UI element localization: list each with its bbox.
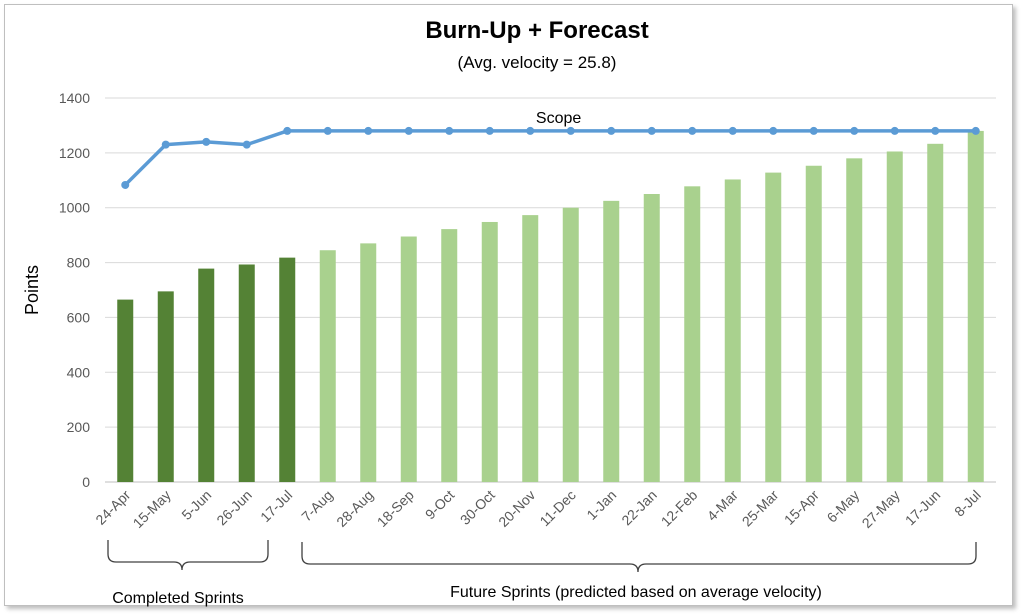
bar [360, 243, 377, 482]
y-tick-label: 800 [67, 255, 91, 271]
x-tick-label: 5-Jun [178, 487, 214, 523]
x-tick-label: 30-Oct [457, 487, 498, 528]
scope-point [607, 126, 616, 135]
x-tick-label: 25-Mar [739, 487, 782, 530]
scope-point [850, 126, 859, 135]
scope-point [688, 126, 697, 135]
scope-point [890, 126, 899, 135]
scope-point [566, 126, 575, 135]
x-tick-label: 15-May [130, 487, 174, 531]
scope-point [931, 126, 940, 135]
scope-line [124, 129, 976, 187]
chart-title: Burn-Up + Forecast [425, 17, 648, 44]
bar [400, 236, 417, 482]
x-tick-label: 1-Jan [583, 487, 619, 523]
y-axis-ticks: 0 200 400 600 800 1000 1200 1400 [59, 90, 90, 490]
scope-point [809, 126, 818, 135]
x-tick-label: 12-Feb [658, 487, 701, 530]
scope-point [971, 126, 980, 135]
x-tick-label: 27-May [859, 487, 903, 531]
scope-series-label: Scope [536, 110, 581, 127]
x-tick-label: 20-Nov [495, 487, 538, 530]
future-sprints-label: Future Sprints (predicted based on avera… [450, 584, 822, 601]
x-tick-label: 7-Aug [298, 487, 336, 525]
bar [643, 194, 660, 482]
chart-subtitle: (Avg. velocity = 25.8) [458, 53, 617, 72]
sprint-brace [107, 540, 269, 571]
bar [319, 250, 336, 482]
completed-sprints-label: Completed Sprints [112, 590, 244, 607]
x-tick-label: 17-Jul [257, 487, 295, 525]
y-tick-label: 1400 [59, 90, 90, 106]
y-tick-label: 400 [67, 364, 91, 380]
bar [279, 257, 296, 482]
scope-point [728, 126, 737, 135]
x-tick-label: 8-Jul [951, 487, 984, 520]
bar [562, 207, 579, 482]
x-tick-label: 6-May [824, 487, 863, 526]
scope-point [364, 126, 373, 135]
scope-point [526, 126, 535, 135]
scope-point [769, 126, 778, 135]
bar [238, 264, 255, 482]
bar [684, 186, 701, 482]
bar [805, 165, 822, 482]
bar [441, 229, 458, 482]
scope-line-series: Scope [121, 110, 980, 189]
y-axis-label: Points [22, 265, 42, 315]
bar [724, 179, 741, 482]
bar [117, 299, 134, 482]
x-tick-label: 26-Jun [213, 487, 255, 529]
bar [846, 158, 863, 483]
scope-point [202, 137, 211, 146]
scope-point [283, 126, 292, 135]
x-tick-label: 4-Mar [704, 487, 741, 524]
bar [481, 221, 498, 482]
bar [198, 268, 215, 482]
bar [157, 291, 174, 482]
y-tick-label: 1200 [59, 145, 90, 161]
bar [886, 151, 903, 482]
y-tick-label: 600 [67, 309, 91, 325]
scope-point [323, 126, 332, 135]
bar [927, 143, 944, 482]
x-tick-label: 17-Jun [902, 487, 944, 529]
x-tick-label: 18-Sep [374, 487, 417, 530]
bars [117, 130, 984, 483]
y-tick-label: 0 [82, 474, 90, 490]
x-tick-label: 11-Dec [536, 487, 578, 529]
x-tick-label: 9-Oct [422, 487, 458, 523]
scope-point [445, 126, 454, 135]
sprint-braces [107, 540, 977, 573]
scope-point [161, 140, 170, 149]
x-tick-label: 22-Jan [618, 487, 660, 529]
y-tick-label: 1000 [59, 200, 90, 216]
scope-point [121, 180, 130, 189]
x-tick-label: 15-Apr [781, 487, 822, 528]
scope-point [647, 126, 656, 135]
bar [522, 215, 539, 482]
gridlines [105, 97, 996, 483]
x-tick-label: 24-Apr [92, 487, 133, 528]
bar [765, 172, 782, 482]
bar [967, 130, 984, 482]
x-tick-label: 28-Aug [333, 487, 376, 530]
scope-point [485, 126, 494, 135]
bar [603, 200, 620, 482]
y-tick-label: 200 [67, 419, 91, 435]
sprint-brace [301, 542, 977, 573]
scope-point [242, 140, 251, 149]
scope-point [404, 126, 413, 135]
